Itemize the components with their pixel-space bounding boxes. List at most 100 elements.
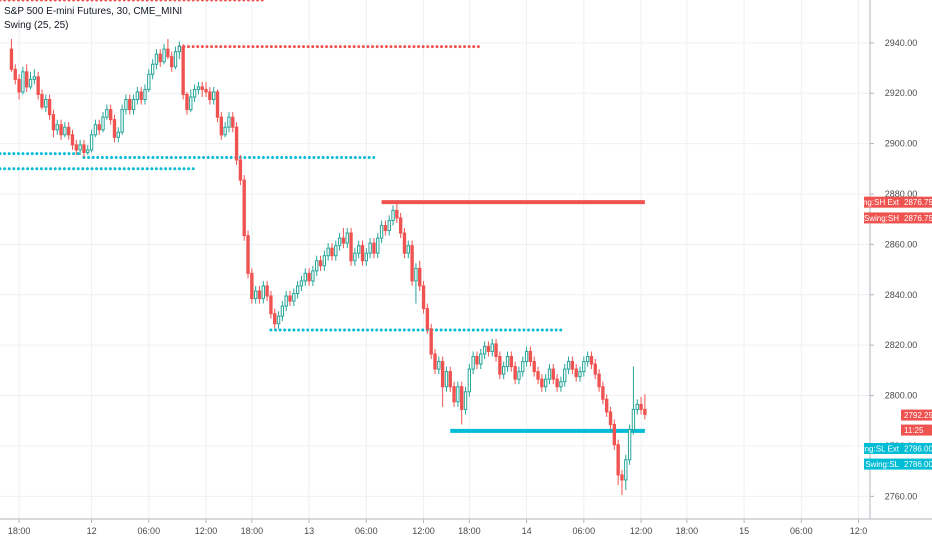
candle-body bbox=[395, 209, 399, 219]
candle-body bbox=[315, 260, 319, 272]
indicator-label[interactable]: Swing (25, 25) bbox=[4, 20, 69, 31]
candles bbox=[9, 39, 647, 496]
swing-dot bbox=[513, 328, 517, 332]
price-tick-label: 2840.00 bbox=[885, 290, 918, 300]
candle-body bbox=[406, 245, 410, 254]
candle-up bbox=[295, 280, 300, 299]
candle-up bbox=[189, 89, 193, 113]
candle-body bbox=[578, 371, 582, 378]
candle-body bbox=[318, 260, 323, 267]
candle-body bbox=[120, 109, 124, 133]
candle-body bbox=[192, 88, 197, 98]
swing-dot bbox=[274, 45, 278, 49]
swing-dot bbox=[151, 155, 155, 159]
swing-dot bbox=[145, 0, 149, 2]
swing-dot bbox=[294, 155, 298, 159]
swing-dot bbox=[39, 0, 43, 2]
candle-up bbox=[437, 356, 441, 375]
swing-dot bbox=[462, 328, 466, 332]
candle-body bbox=[620, 474, 624, 481]
candle-up bbox=[357, 240, 361, 259]
swing-dot bbox=[353, 155, 357, 159]
swing-dot bbox=[412, 328, 416, 332]
swing-dot bbox=[76, 167, 80, 171]
price-axis[interactable]: 2760.002780.002800.002820.002840.002860.… bbox=[869, 0, 918, 519]
swing-dot bbox=[356, 328, 360, 332]
candle-body bbox=[47, 99, 52, 116]
candle-body bbox=[605, 398, 609, 413]
swing-dot bbox=[30, 0, 34, 2]
swing-dot bbox=[133, 155, 137, 159]
candle-down bbox=[307, 268, 311, 286]
swing-dot bbox=[104, 0, 108, 2]
candle-body bbox=[143, 88, 147, 101]
swing-dot bbox=[458, 45, 462, 49]
swing-dot bbox=[44, 0, 48, 2]
candle-down bbox=[574, 364, 578, 382]
candle-up bbox=[517, 366, 521, 385]
candle-down bbox=[59, 119, 63, 140]
swing-dot bbox=[269, 45, 273, 49]
candle-body bbox=[212, 91, 216, 101]
candle-down bbox=[418, 260, 422, 291]
candle-body bbox=[345, 232, 349, 244]
candle-down bbox=[555, 374, 559, 392]
candle-down bbox=[410, 240, 414, 286]
time-tick-label: 15 bbox=[739, 526, 749, 536]
candle-body bbox=[532, 361, 536, 373]
swing-dot bbox=[472, 45, 476, 49]
swing-dot bbox=[67, 152, 71, 156]
candle-body bbox=[276, 315, 281, 325]
candle-down bbox=[9, 39, 14, 72]
price-tag-name-box bbox=[864, 442, 901, 454]
time-axis[interactable]: 18:00 12 06:00 12:00 18:00 13 06:00 12:00 18:00 1… bbox=[0, 518, 932, 536]
candle-up bbox=[387, 215, 391, 236]
swing-dot bbox=[266, 155, 270, 159]
swing-dot bbox=[508, 328, 512, 332]
candle-body bbox=[288, 295, 292, 302]
swing-dot bbox=[49, 152, 53, 156]
candle-body bbox=[292, 293, 296, 302]
swing-dot bbox=[76, 0, 80, 2]
swing-dot bbox=[453, 328, 457, 332]
swing-dot bbox=[435, 328, 439, 332]
swing-dot bbox=[187, 167, 191, 171]
candle-down bbox=[597, 369, 601, 392]
candle-up bbox=[547, 364, 552, 385]
swing-dot bbox=[99, 0, 103, 2]
candle-down bbox=[608, 406, 613, 430]
swing-dot bbox=[278, 328, 282, 332]
price-tag-value: 2786.00 bbox=[904, 460, 932, 469]
swing-dot bbox=[298, 155, 302, 159]
candle-body bbox=[597, 373, 601, 388]
price-tag-name: Swing:SL bbox=[865, 460, 899, 469]
candle-body bbox=[490, 343, 494, 352]
swing-dot bbox=[187, 45, 191, 49]
swing-dot bbox=[243, 155, 247, 159]
candle-up bbox=[303, 268, 307, 286]
swing-dot bbox=[348, 45, 352, 49]
price-tick-label: 2900.00 bbox=[885, 139, 918, 149]
swing-dot bbox=[0, 0, 2, 2]
swing-dot bbox=[95, 0, 99, 2]
swing-dot bbox=[379, 328, 383, 332]
swing-line-dotted bbox=[82, 155, 376, 159]
candle-body bbox=[456, 386, 460, 403]
swing-dot bbox=[122, 0, 126, 2]
candle-body bbox=[78, 144, 82, 151]
swing-dot bbox=[476, 328, 480, 332]
candle-up bbox=[28, 71, 33, 90]
candle-body bbox=[74, 144, 78, 151]
swing-dot bbox=[164, 0, 168, 2]
swing-dot bbox=[159, 0, 163, 2]
price-tag-name-box bbox=[864, 458, 901, 470]
swing-dot bbox=[274, 328, 278, 332]
swing-dot bbox=[210, 45, 214, 49]
candle-down bbox=[25, 64, 29, 92]
candle-body bbox=[273, 313, 277, 325]
swing-dot bbox=[191, 167, 195, 171]
swing-dot bbox=[358, 155, 362, 159]
candle-up bbox=[337, 233, 342, 251]
swing-dot bbox=[394, 45, 398, 49]
